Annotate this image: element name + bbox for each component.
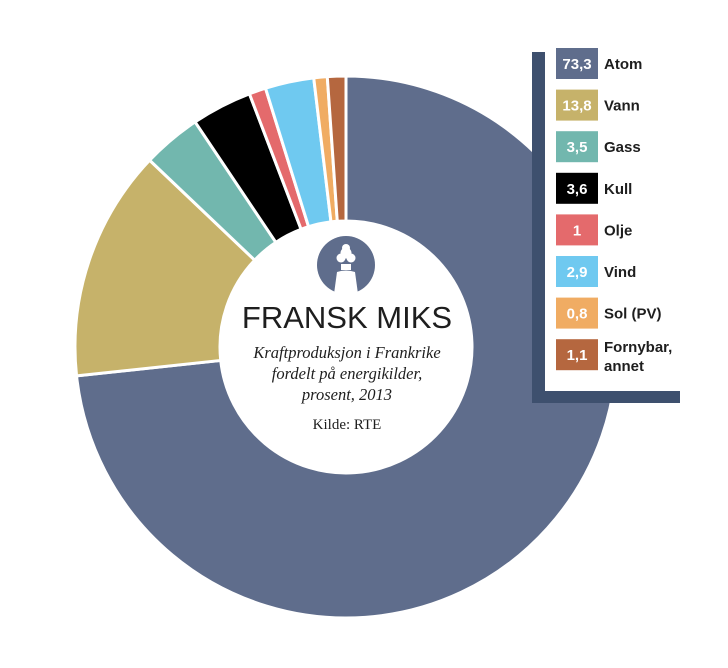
legend-value: 13,8	[562, 98, 591, 115]
legend-item-olje: 1 Olje	[556, 214, 632, 246]
center-label: FRANSK MIKS Kraftproduksjon i Frankrike …	[222, 300, 472, 434]
legend-label: Olje	[604, 222, 632, 239]
legend-item-kull: 3,6 Kull	[556, 172, 632, 204]
legend-value: 3,5	[567, 139, 588, 156]
legend-value: 73,3	[562, 56, 591, 73]
subtitle-line-2: fordelt på energikilder,	[271, 364, 423, 383]
legend-label: Gass	[604, 139, 641, 156]
legend-swatch	[556, 256, 598, 287]
legend-swatch	[556, 214, 598, 246]
subtitle-line-3: prosent, 2013	[301, 385, 393, 404]
legend-label: Kull	[604, 181, 632, 198]
legend-item-vann: 13,8 Vann	[556, 89, 640, 121]
legend-swatch	[556, 339, 598, 371]
legend-label: Sol (PV)	[604, 306, 662, 323]
chart-source: Kilde: RTE	[312, 417, 382, 433]
legend-label: Vann	[604, 98, 640, 115]
chart-title: FRANSK MIKS	[241, 300, 453, 335]
legend-item-gass: 3,5 Gass	[556, 131, 641, 163]
legend-swatch	[556, 297, 598, 329]
legend-value: 1	[573, 222, 581, 239]
legend-value: 1,1	[567, 347, 588, 364]
legend-swatch	[556, 131, 598, 163]
legend: 73,3 Atom 13,8 Vann 3,5 Gass 3,6 Kull 1 Olje 2,9 Vi…	[532, 40, 680, 403]
legend-swatch	[556, 48, 598, 79]
legend-label: Vind	[604, 264, 636, 281]
legend-label: Atom	[604, 56, 642, 73]
legend-item-atom: 73,3 Atom	[556, 48, 642, 79]
legend-swatch	[556, 172, 598, 204]
legend-value: 2,9	[567, 264, 588, 281]
legend-value: 3,6	[567, 181, 588, 198]
nuclear-plant-icon	[317, 236, 375, 294]
legend-swatch	[556, 89, 598, 121]
legend-item-vind: 2,9 Vind	[556, 256, 636, 287]
subtitle-line-1: Kraftproduksjon i Frankrike	[253, 343, 441, 362]
legend-items: 73,3 Atom 13,8 Vann 3,5 Gass 3,6 Kull 1 Olje 2,9 Vi…	[556, 48, 672, 375]
legend-item-sol-pv: 0,8 Sol (PV)	[556, 297, 662, 329]
legend-label: Fornybar, annet	[604, 339, 672, 375]
legend-value: 0,8	[567, 306, 588, 323]
donut-center-circle	[220, 221, 472, 473]
chart-subtitle: Kraftproduksjon i Frankrike fordelt på e…	[222, 342, 472, 405]
legend-item-fornybar-annet: 1,1 Fornybar, annet	[556, 339, 672, 375]
